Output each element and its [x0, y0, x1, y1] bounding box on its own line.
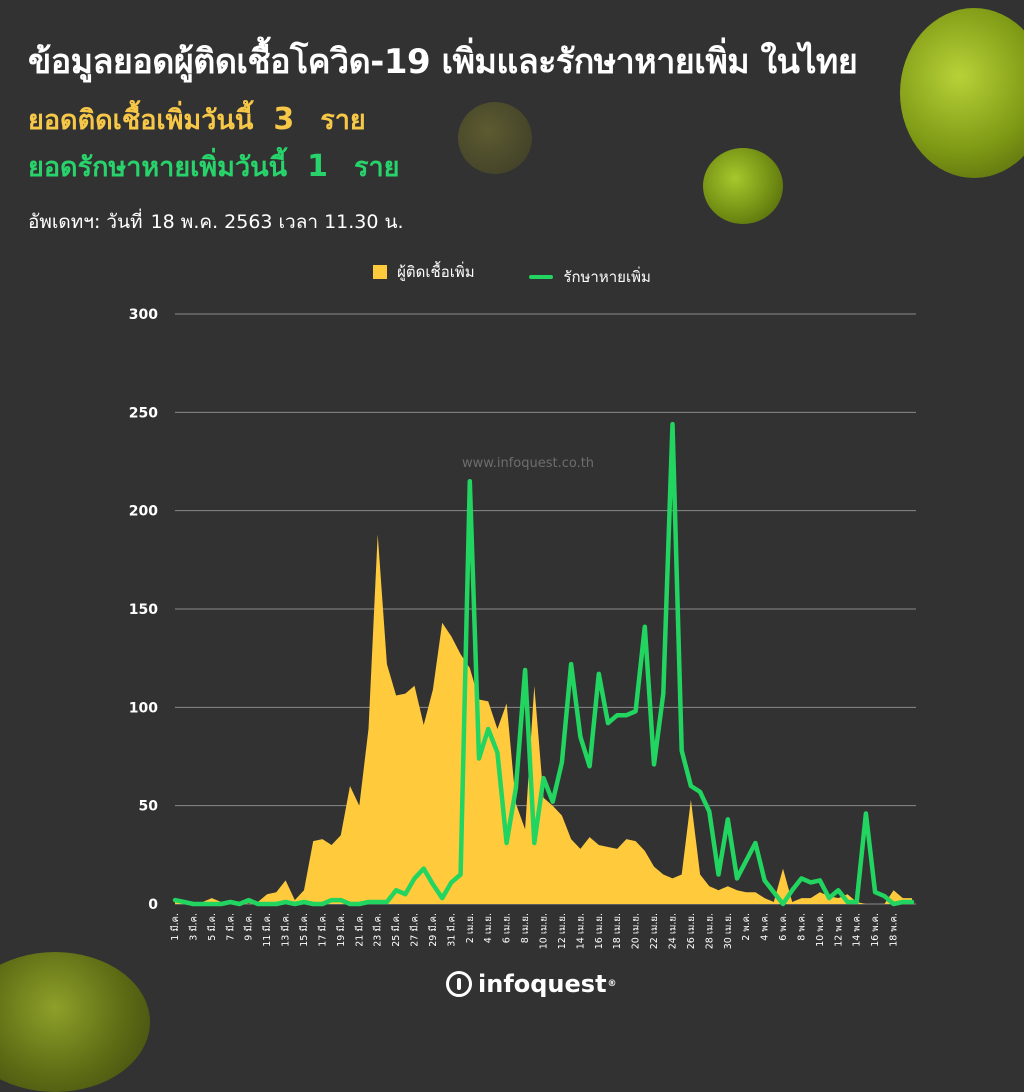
x-tick-label: 6 พ.ค.	[778, 913, 789, 941]
y-tick-label: 300	[129, 307, 158, 323]
brand-logo: infoquest ®	[446, 970, 617, 998]
legend-label-recovered: รักษาหายเพิ่ม	[563, 268, 651, 286]
x-tick-label: 24 เม.ย.	[667, 913, 678, 949]
x-tick-label: 8 เม.ย.	[520, 913, 531, 943]
y-axis-ticks: 0 50 100 150 200 250 300	[129, 307, 158, 913]
x-tick-label: 12 เม.ย.	[557, 913, 568, 949]
x-tick-label: 12 พ.ค.	[833, 913, 844, 947]
x-tick-label: 7 มี.ค.	[224, 913, 236, 941]
x-tick-label: 4 พ.ค.	[760, 913, 771, 941]
virus-illustration-faded	[458, 102, 532, 174]
x-tick-label: 29 มี.ค.	[427, 913, 439, 947]
brand-name: infoquest	[478, 970, 607, 998]
infected-today-label: ยอดติดเชื้อเพิ่มวันนี้	[28, 105, 254, 136]
x-tick-label: 22 เม.ย.	[649, 913, 660, 949]
virus-illustration-medium	[703, 148, 783, 224]
legend-item-infected: ผู้ติดเชื้อเพิ่ม	[373, 260, 475, 284]
x-tick-label: 6 เม.ย.	[502, 913, 513, 943]
x-tick-label: 9 มี.ค.	[243, 913, 255, 941]
x-tick-label: 4 เม.ย.	[483, 913, 494, 943]
infected-today: ยอดติดเชื้อเพิ่มวันนี้ 3 ราย	[28, 98, 366, 141]
watermark: www.infoquest.co.th	[462, 456, 595, 471]
legend-swatch-infected	[373, 265, 388, 279]
x-tick-label: 19 มี.ค.	[335, 913, 347, 947]
x-tick-label: 18 พ.ค.	[889, 913, 900, 947]
x-tick-label: 10 พ.ค.	[815, 913, 826, 947]
x-tick-label: 16 เม.ย.	[594, 913, 605, 949]
y-tick-label: 150	[129, 602, 158, 618]
x-tick-label: 2 พ.ค.	[741, 913, 752, 941]
recovered-today-value: 1	[307, 149, 328, 184]
x-tick-label: 30 เม.ย.	[723, 913, 734, 949]
series-line-recovered	[172, 421, 915, 907]
x-tick-label: 17 มี.ค.	[316, 913, 328, 947]
x-tick-label: 27 มี.ค.	[409, 913, 421, 947]
x-tick-label: 18 เม.ย.	[612, 913, 623, 949]
legend-item-recovered: รักษาหายเพิ่ม	[529, 265, 651, 289]
x-tick-label: 11 มี.ค.	[261, 913, 273, 947]
infected-today-value: 3	[273, 102, 295, 137]
y-tick-label: 200	[129, 504, 158, 520]
x-tick-label: 26 เม.ย.	[686, 913, 697, 949]
y-tick-label: 250	[129, 405, 158, 421]
chart-series	[172, 421, 915, 907]
x-tick-label: 14 พ.ค.	[852, 913, 863, 947]
legend-label-infected: ผู้ติดเชื้อเพิ่ม	[397, 263, 475, 281]
recovered-today-label: ยอดรักษาหายเพิ่มวันนี้	[28, 152, 288, 183]
chart-legend: ผู้ติดเชื้อเพิ่ม รักษาหายเพิ่ม	[0, 260, 1024, 289]
x-tick-label: 16 พ.ค.	[870, 913, 881, 947]
legend-swatch-recovered	[529, 275, 554, 279]
x-tick-label: 13 มี.ค.	[280, 913, 292, 947]
updated-label: อัพเดทฯ: วันที่	[28, 211, 143, 233]
updated-timestamp: อัพเดทฯ: วันที่ 18 พ.ค. 2563 เวลา 11.30 น…	[28, 207, 404, 237]
x-tick-label: 21 มี.ค.	[353, 913, 365, 947]
covid-chart: 0 50 100 150 200 250 300 1 มี.ค. 3 มี.ค. 5 มี.ค.…	[129, 307, 916, 949]
x-tick-label: 5 มี.ค.	[206, 913, 218, 941]
x-tick-label: 23 มี.ค.	[372, 913, 384, 947]
recovered-today-unit: ราย	[353, 152, 400, 183]
x-tick-label: 2 เม.ย.	[465, 913, 476, 943]
x-tick-label: 1 มี.ค.	[169, 913, 181, 941]
x-tick-label: 31 มี.ค.	[445, 913, 457, 947]
x-tick-label: 14 เม.ย.	[575, 913, 586, 949]
y-tick-label: 50	[139, 799, 159, 815]
recovered-today: ยอดรักษาหายเพิ่มวันนี้ 1 ราย	[28, 145, 399, 188]
x-tick-label: 15 มี.ค.	[298, 913, 310, 947]
x-tick-label: 3 มี.ค.	[187, 913, 199, 941]
x-tick-label: 10 เม.ย.	[539, 913, 550, 949]
x-tick-label: 20 เม.ย.	[631, 913, 642, 949]
info-icon	[446, 971, 472, 997]
infected-today-unit: ราย	[320, 105, 366, 136]
x-tick-label: 28 เม.ย.	[704, 913, 715, 949]
virus-illustration-large	[900, 8, 1024, 178]
registered-mark: ®	[607, 979, 617, 989]
updated-value: 18 พ.ค. 2563 เวลา 11.30 น.	[150, 211, 404, 233]
series-area-infected	[175, 534, 912, 904]
x-axis-ticks: 1 มี.ค. 3 มี.ค. 5 มี.ค. 7 มี.ค. 9 มี.ค. 11 มี…	[169, 913, 900, 949]
y-tick-label: 100	[129, 700, 158, 716]
y-tick-label: 0	[148, 897, 158, 913]
x-tick-label: 25 มี.ค.	[390, 913, 402, 947]
page-title: ข้อมูลยอดผู้ติดเชื้อโควิด-19 เพิ่มและรัก…	[28, 42, 858, 82]
x-tick-label: 8 พ.ค.	[796, 913, 807, 941]
